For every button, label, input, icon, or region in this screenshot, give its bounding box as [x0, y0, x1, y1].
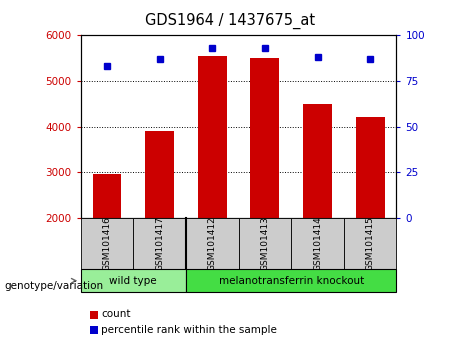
Bar [356, 118, 384, 218]
Text: melanotransferrin knockout: melanotransferrin knockout [219, 275, 364, 286]
Text: GSM101413: GSM101413 [260, 216, 269, 271]
Text: genotype/variation: genotype/variation [5, 281, 104, 291]
Bar [186, 218, 239, 269]
Bar [250, 58, 279, 218]
Bar [81, 218, 133, 269]
Text: wild type: wild type [110, 275, 157, 286]
Bar [291, 218, 344, 269]
Text: GDS1964 / 1437675_at: GDS1964 / 1437675_at [145, 13, 316, 29]
Bar [145, 131, 174, 218]
Bar [81, 269, 186, 292]
Bar [344, 218, 396, 269]
Text: count: count [101, 309, 131, 319]
Text: GSM101415: GSM101415 [366, 216, 375, 271]
Text: percentile rank within the sample: percentile rank within the sample [101, 325, 278, 335]
Text: GSM101412: GSM101412 [208, 216, 217, 271]
Bar [303, 104, 332, 218]
Text: GSM101414: GSM101414 [313, 216, 322, 271]
Bar [239, 218, 291, 269]
Bar [93, 175, 121, 218]
Bar [198, 56, 227, 218]
Bar [133, 218, 186, 269]
Bar [186, 269, 396, 292]
Text: GSM101416: GSM101416 [102, 216, 112, 271]
Text: GSM101417: GSM101417 [155, 216, 164, 271]
